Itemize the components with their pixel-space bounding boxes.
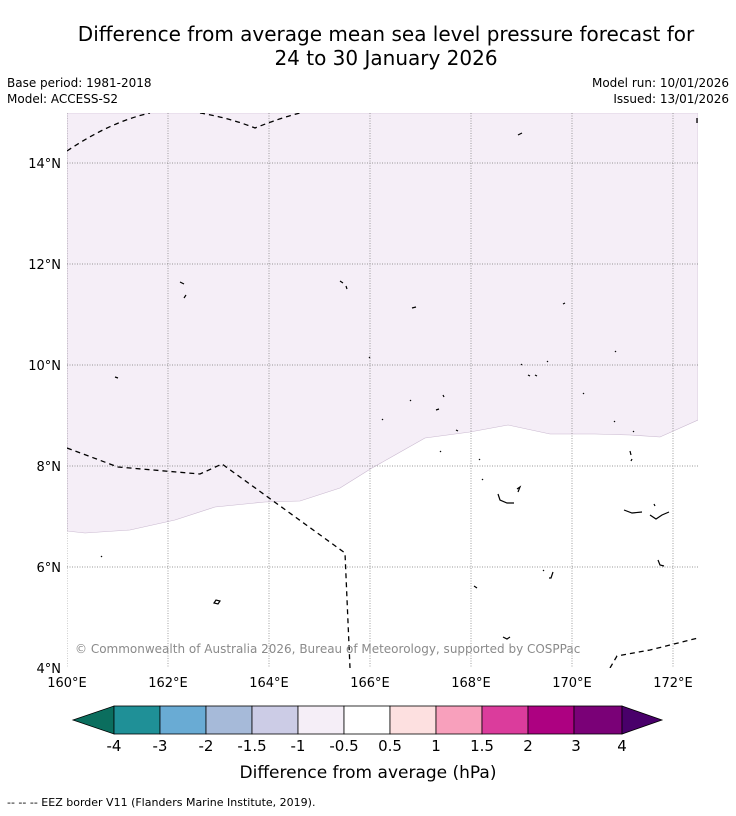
title-line-1: Difference from average mean sea level p…: [77, 22, 695, 46]
colorbar: -4 -3 -2 -1.5 -1 -0.5 0.5 1 1.5 2 3 4 Di…: [71, 705, 664, 783]
colorbar-bin: [343, 705, 391, 735]
model-name: Model: ACCESS-S2: [7, 92, 119, 106]
colorbar-tick-label: 1: [431, 737, 441, 755]
island-coastline: [439, 450, 633, 462]
lon-label: 166°E: [350, 676, 390, 691]
island-coastline: [339, 280, 348, 290]
eez-border-south-east: [609, 637, 698, 668]
island-coastline: [502, 636, 511, 640]
title-line-2: 24 to 30 January 2026: [274, 46, 498, 70]
colorbar-tick-label: -3: [153, 737, 168, 755]
lon-label: 170°E: [552, 676, 592, 691]
meta-right: Model run: 10/01/2026 Issued: 13/01/2026: [592, 75, 729, 107]
colorbar-tick-label: -1: [291, 737, 306, 755]
island-coastline: [213, 599, 221, 605]
lon-label: 160°E: [47, 676, 87, 691]
island-coastlines: [100, 132, 670, 640]
island-coastline: [481, 478, 484, 481]
island-coastline: [520, 360, 549, 377]
colorbar-under-arrow: [71, 705, 115, 735]
longitude-labels: 160°E 162°E 164°E 166°E 168°E 170°E 172°…: [47, 676, 693, 691]
island-coastline: [623, 503, 670, 520]
island-coastline: [473, 585, 478, 589]
colorbar-bin: [481, 705, 529, 735]
island-coastline: [114, 376, 119, 379]
island-coastline: [100, 555, 103, 558]
issued-date: Issued: 13/01/2026: [613, 92, 729, 106]
island-coastline: [179, 281, 187, 299]
island-coastline: [368, 356, 371, 359]
colorbar-tick-label: 0.5: [378, 737, 402, 755]
anomaly-region-minus1-to-minus0.5: [67, 113, 698, 534]
colorbar-over-arrow: [621, 705, 664, 735]
colorbar-tick-label: -1.5: [237, 737, 266, 755]
lat-label: 6°N: [37, 561, 62, 576]
eez-borders: [67, 113, 698, 668]
map-figure: © Commonwealth of Australia 2026, Bureau…: [28, 113, 698, 783]
colorbar-tick-label: 2: [523, 737, 533, 755]
map-title: Difference from average mean sea level p…: [0, 22, 736, 70]
colorbar-tick-label: -4: [107, 737, 122, 755]
colorbar-bin: [113, 705, 161, 735]
island-coastline: [409, 392, 585, 411]
model-run: Model run: 10/01/2026: [591, 76, 729, 90]
colorbar-bin: [527, 705, 575, 735]
colorbar-tick-label: 3: [571, 737, 581, 755]
lon-label: 172°E: [653, 676, 693, 691]
copyright-text: © Commonwealth of Australia 2026, Bureau…: [75, 642, 580, 656]
eez-border-north-west: [67, 113, 151, 152]
lat-label: 10°N: [28, 359, 61, 374]
eez-border-south-west: [67, 447, 351, 668]
colorbar-tick-label: 4: [617, 737, 627, 755]
island-coastline: [497, 485, 522, 504]
island-coastline: [517, 132, 523, 136]
colorbar-bin: [389, 705, 437, 735]
lon-label: 168°E: [451, 676, 491, 691]
plot-area: © Commonwealth of Australia 2026, Bureau…: [67, 113, 698, 668]
colorbar-bin: [159, 705, 207, 735]
colorbar-bin: [205, 705, 253, 735]
island-coastline: [562, 302, 566, 305]
lat-label: 8°N: [37, 460, 62, 475]
colorbar-bin: [251, 705, 299, 735]
island-coastline: [381, 418, 635, 433]
lon-label: 164°E: [249, 676, 289, 691]
lat-label: 14°N: [28, 157, 61, 172]
island-coastline: [542, 559, 665, 579]
colorbar-tick-label: -0.5: [329, 737, 358, 755]
latitude-labels: 14°N 12°N 10°N 8°N 6°N 4°N: [28, 157, 61, 677]
colorbar-title: Difference from average (hPa): [240, 763, 497, 783]
meta-left: Base period: 1981-2018 Model: ACCESS-S2: [7, 75, 152, 107]
colorbar-tick-label: 1.5: [470, 737, 494, 755]
lon-label: 162°E: [148, 676, 188, 691]
colorbar-tick-label: -2: [199, 737, 214, 755]
colorbar-tick-labels: -4 -3 -2 -1.5 -1 -0.5 0.5 1 1.5 2 3 4: [107, 737, 627, 755]
lat-label: 4°N: [37, 662, 62, 677]
eez-legend: -- -- -- EEZ border V11 (Flanders Marine…: [7, 796, 316, 809]
lat-label: 12°N: [28, 258, 61, 273]
colorbar-bin: [435, 705, 483, 735]
eez-border-north-central: [199, 113, 301, 129]
gridlines: [67, 113, 698, 668]
island-coastline: [411, 306, 417, 309]
island-coastline: [614, 350, 617, 353]
colorbar-bin: [297, 705, 345, 735]
colorbar-bin: [573, 705, 623, 735]
base-period: Base period: 1981-2018: [7, 76, 152, 90]
